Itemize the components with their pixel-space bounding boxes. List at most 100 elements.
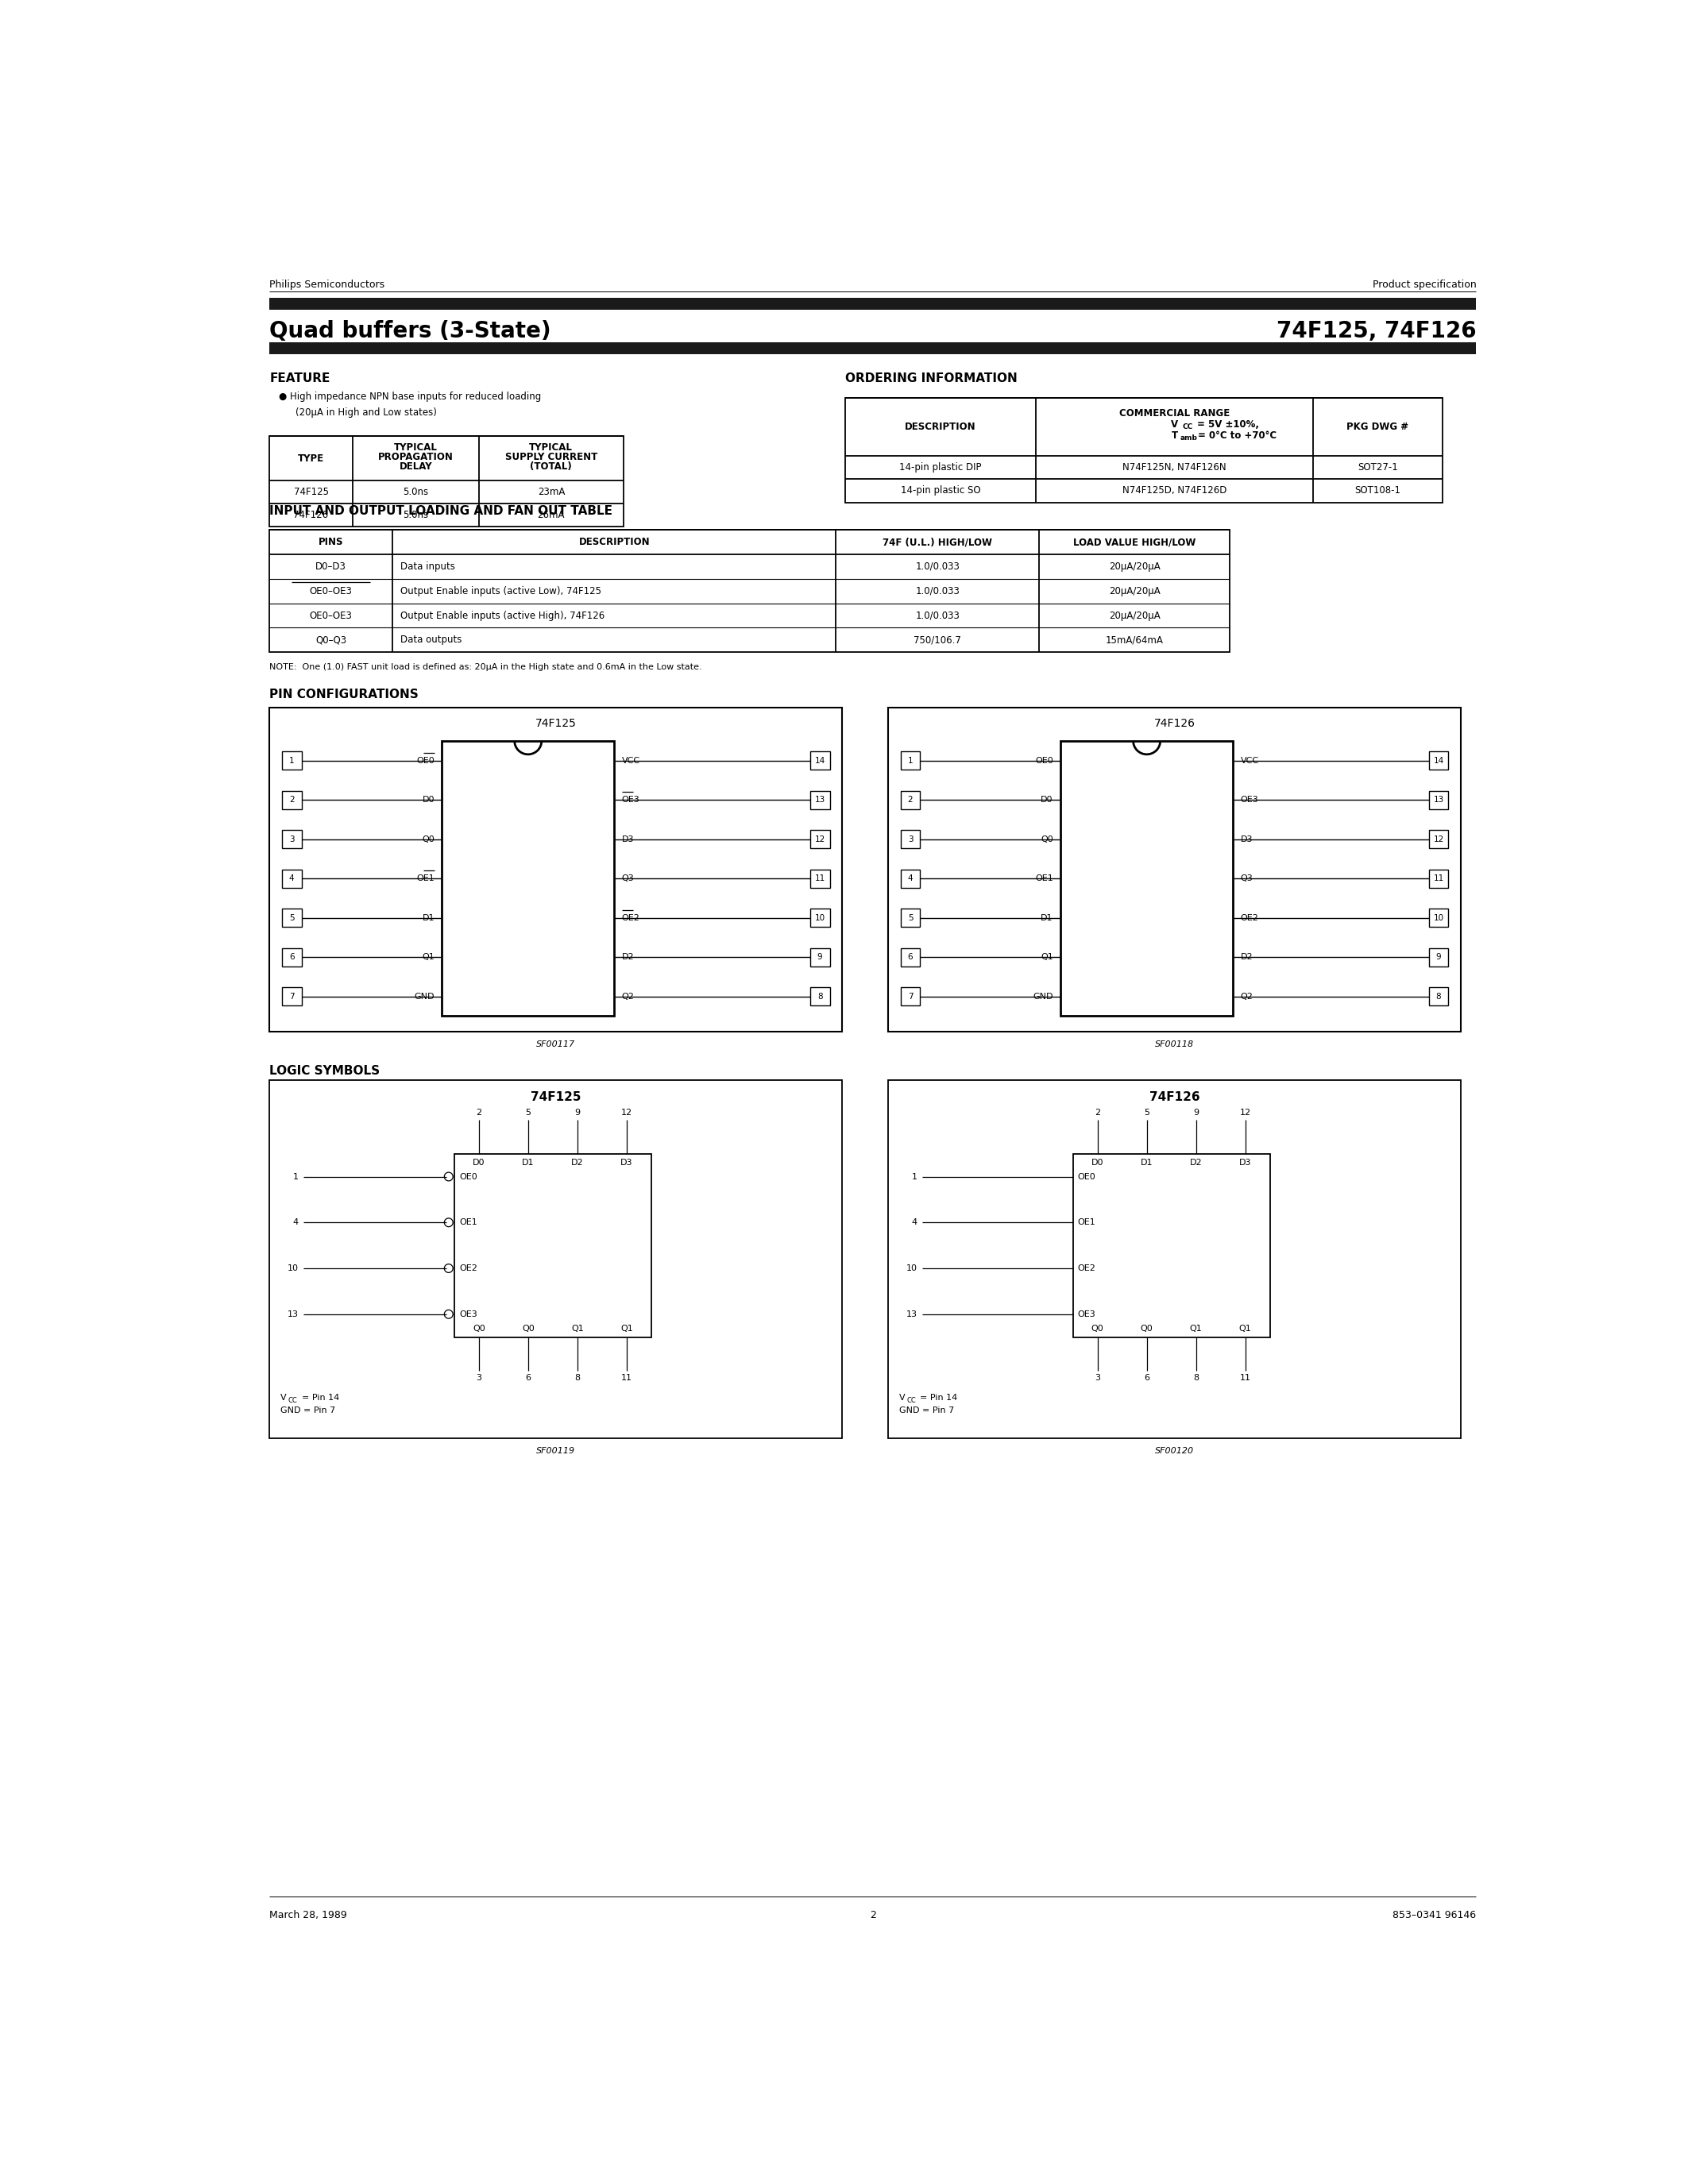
Bar — [1074, 1153, 1269, 1337]
Bar — [1428, 791, 1448, 808]
Text: 5.0ns: 5.0ns — [403, 511, 429, 520]
Bar — [270, 297, 1475, 310]
Text: 20μA/20μA: 20μA/20μA — [1109, 609, 1160, 620]
Text: 6: 6 — [1144, 1374, 1150, 1382]
Text: 74F125: 74F125 — [294, 487, 329, 498]
Text: Q0: Q0 — [473, 1324, 484, 1332]
Text: VCC: VCC — [621, 756, 640, 764]
Text: 11: 11 — [621, 1374, 631, 1382]
Text: N74F125D, N74F126D: N74F125D, N74F126D — [1123, 485, 1227, 496]
Text: 6: 6 — [525, 1374, 530, 1382]
Text: COMMERCIAL RANGE: COMMERCIAL RANGE — [1119, 408, 1231, 419]
Bar — [282, 987, 302, 1005]
Bar — [900, 751, 920, 769]
Text: Output Enable inputs (active Low), 74F125: Output Enable inputs (active Low), 74F12… — [400, 585, 601, 596]
Bar — [900, 830, 920, 847]
Text: OE0–OE3: OE0–OE3 — [309, 609, 353, 620]
Text: 12: 12 — [1239, 1109, 1251, 1116]
Text: 5.0ns: 5.0ns — [403, 487, 429, 498]
Text: 74F126: 74F126 — [1155, 719, 1195, 729]
Text: CC: CC — [1183, 424, 1193, 430]
Text: (20μA in High and Low states): (20μA in High and Low states) — [295, 408, 437, 417]
Text: 74F125: 74F125 — [535, 719, 576, 729]
Text: 1: 1 — [908, 756, 913, 764]
Text: 1: 1 — [912, 1173, 917, 1182]
Text: 5: 5 — [1144, 1109, 1150, 1116]
Text: SF00118: SF00118 — [1155, 1040, 1193, 1048]
Text: GND: GND — [414, 992, 434, 1000]
Text: CC: CC — [906, 1398, 917, 1404]
Text: = Pin 14: = Pin 14 — [302, 1393, 339, 1402]
Text: TYPE: TYPE — [297, 454, 324, 463]
Text: Q3: Q3 — [1241, 874, 1252, 882]
Text: 1.0/0.033: 1.0/0.033 — [915, 561, 959, 572]
Text: D3: D3 — [621, 1158, 633, 1166]
Text: D0: D0 — [473, 1158, 484, 1166]
Bar — [900, 791, 920, 808]
Text: 2: 2 — [1094, 1109, 1101, 1116]
Text: SF00117: SF00117 — [537, 1040, 576, 1048]
Text: 13: 13 — [815, 795, 825, 804]
Text: PIN CONFIGURATIONS: PIN CONFIGURATIONS — [270, 688, 419, 701]
Text: 3: 3 — [908, 834, 913, 843]
Text: PINS: PINS — [319, 537, 344, 548]
Text: 14-pin plastic SO: 14-pin plastic SO — [901, 485, 981, 496]
Bar — [270, 343, 1475, 354]
Text: March 28, 1989: March 28, 1989 — [270, 1911, 348, 1920]
Bar — [900, 987, 920, 1005]
Text: D2: D2 — [571, 1158, 584, 1166]
Text: Q1: Q1 — [571, 1324, 584, 1332]
Text: 12: 12 — [815, 834, 825, 843]
Text: 20μA/20μA: 20μA/20μA — [1109, 585, 1160, 596]
Text: VCC: VCC — [1241, 756, 1259, 764]
Text: 5: 5 — [908, 913, 913, 922]
Text: OE3: OE3 — [621, 795, 640, 804]
Text: TYPICAL: TYPICAL — [393, 441, 437, 452]
Text: 1: 1 — [289, 756, 294, 764]
Bar — [810, 948, 830, 965]
Text: OE0: OE0 — [459, 1173, 478, 1182]
Text: 4: 4 — [289, 874, 294, 882]
Text: 5: 5 — [525, 1109, 530, 1116]
Text: 14: 14 — [815, 756, 825, 764]
Text: DELAY: DELAY — [398, 461, 432, 472]
Text: TYPICAL: TYPICAL — [530, 441, 572, 452]
Text: 11: 11 — [1239, 1374, 1251, 1382]
Bar — [270, 1081, 842, 1437]
Text: = 5V ±10%,: = 5V ±10%, — [1197, 419, 1259, 430]
Text: OE2: OE2 — [621, 913, 640, 922]
Bar — [810, 987, 830, 1005]
Text: SOT108-1: SOT108-1 — [1354, 485, 1401, 496]
Text: OE0: OE0 — [1079, 1173, 1096, 1182]
Text: 3: 3 — [1096, 1374, 1101, 1382]
Text: D0: D0 — [1041, 795, 1053, 804]
Text: OE0–OE3: OE0–OE3 — [309, 585, 353, 596]
Text: D2: D2 — [621, 952, 635, 961]
Text: 2: 2 — [476, 1109, 481, 1116]
Text: SUPPLY CURRENT: SUPPLY CURRENT — [505, 452, 598, 463]
Text: 14: 14 — [1433, 756, 1443, 764]
Text: 9: 9 — [1436, 952, 1442, 961]
Text: OE2: OE2 — [1079, 1265, 1096, 1273]
Text: D1: D1 — [1141, 1158, 1153, 1166]
Text: 750/106.7: 750/106.7 — [913, 636, 960, 644]
Bar — [810, 751, 830, 769]
Text: LOGIC SYMBOLS: LOGIC SYMBOLS — [270, 1066, 380, 1077]
Text: = 0°C to +70°C: = 0°C to +70°C — [1198, 430, 1276, 441]
Bar — [282, 869, 302, 887]
Text: D0: D0 — [1092, 1158, 1104, 1166]
Text: N74F125N, N74F126N: N74F125N, N74F126N — [1123, 463, 1225, 472]
Text: OE3: OE3 — [459, 1310, 478, 1319]
Text: Q0: Q0 — [522, 1324, 535, 1332]
Text: 4: 4 — [912, 1219, 917, 1227]
Bar — [900, 948, 920, 965]
Text: Q0: Q0 — [1141, 1324, 1153, 1332]
Text: 2: 2 — [908, 795, 913, 804]
Text: FEATURE: FEATURE — [270, 371, 331, 384]
Text: D3: D3 — [621, 834, 635, 843]
Text: Quad buffers (3-State): Quad buffers (3-State) — [270, 321, 552, 343]
Text: D2: D2 — [1241, 952, 1252, 961]
Text: 26mA: 26mA — [537, 511, 565, 520]
Text: T: T — [1171, 430, 1178, 441]
Bar — [888, 1081, 1460, 1437]
